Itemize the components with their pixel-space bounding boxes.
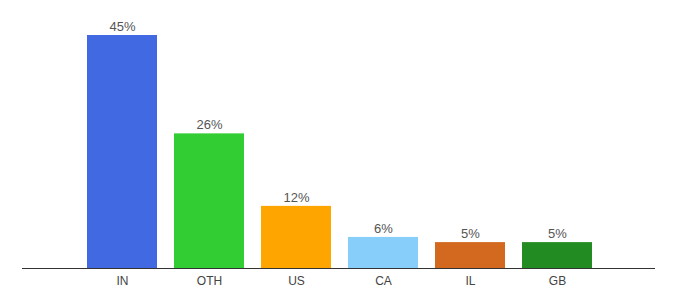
- svg-text:5%: 5%: [461, 226, 480, 241]
- svg-text:45%: 45%: [109, 19, 135, 34]
- svg-text:6%: 6%: [374, 221, 393, 236]
- svg-text:GB: GB: [549, 274, 566, 288]
- svg-text:OTH: OTH: [197, 274, 222, 288]
- svg-text:IN: IN: [117, 274, 129, 288]
- svg-text:12%: 12%: [283, 190, 309, 205]
- svg-text:US: US: [288, 274, 305, 288]
- svg-text:26%: 26%: [196, 117, 222, 132]
- svg-text:CA: CA: [375, 274, 392, 288]
- svg-text:5%: 5%: [548, 226, 567, 241]
- svg-text:IL: IL: [465, 274, 475, 288]
